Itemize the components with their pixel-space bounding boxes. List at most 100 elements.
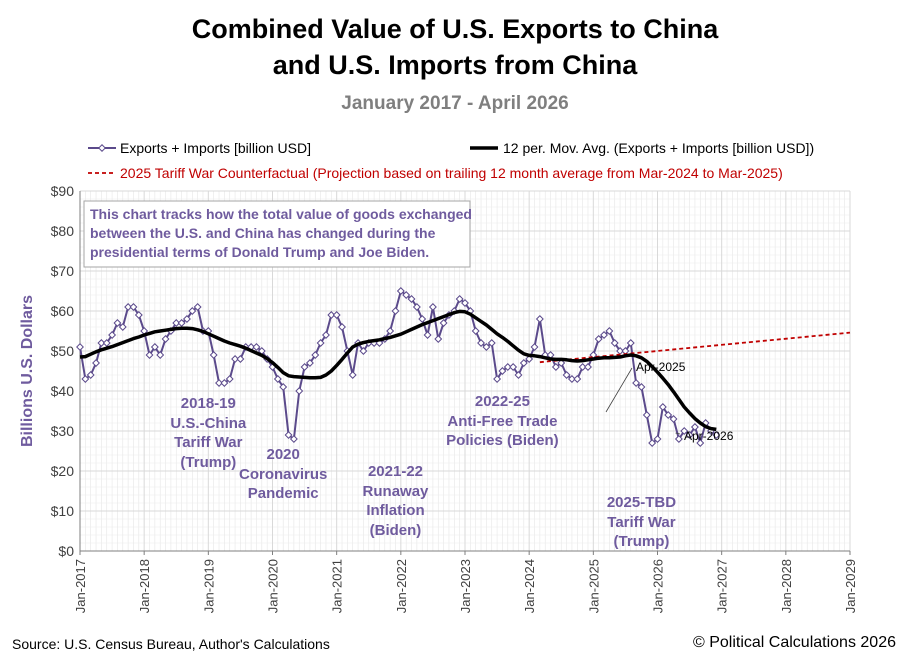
data-point	[610, 339, 619, 347]
x-tick-label: Jan-2024	[522, 559, 537, 613]
y-tick-label: $70	[51, 263, 75, 279]
data-point	[156, 351, 165, 359]
y-tick-label: $40	[51, 383, 75, 399]
data-point	[616, 347, 625, 355]
period-label-line: Pandemic	[248, 485, 319, 502]
data-point	[525, 355, 534, 363]
period-label-line: (Trump)	[614, 533, 670, 550]
data-point	[188, 307, 197, 315]
period-label-line: Inflation	[366, 502, 424, 519]
data-point	[236, 355, 245, 363]
data-point	[327, 311, 336, 319]
x-tick-label: Jan-2028	[779, 559, 794, 613]
y-tick-label: $80	[51, 223, 75, 239]
callout-leader-apr-2026	[675, 432, 681, 435]
period-label-line: 2020	[267, 446, 300, 463]
data-point	[231, 355, 240, 363]
data-point	[396, 287, 405, 295]
data-point	[584, 363, 592, 371]
period-label-line: 2018-19	[181, 395, 236, 412]
data-point	[519, 359, 528, 367]
period-label-line: (Biden)	[370, 522, 422, 539]
chart-title-line2: and U.S. Imports from China	[272, 50, 638, 80]
x-tick-label: Jan-2019	[201, 559, 216, 613]
y-tick-label: $60	[51, 303, 75, 319]
data-point	[391, 307, 400, 315]
data-point	[498, 367, 507, 375]
x-tick-label: Jan-2017	[73, 559, 88, 613]
period-label-line: Coronavirus	[239, 466, 327, 483]
data-point	[311, 351, 320, 359]
chart-subtitle: January 2017 - April 2026	[341, 93, 569, 114]
data-point	[605, 327, 614, 335]
data-point	[273, 375, 282, 383]
data-point	[632, 379, 641, 387]
info-box-frame	[83, 200, 471, 268]
x-tick-label: Jan-2027	[715, 559, 730, 613]
legend-marker	[98, 144, 106, 152]
info-box-line: between the U.S. and China has changed d…	[90, 225, 436, 241]
data-point	[172, 319, 181, 327]
callout-label-apr-2025: Apr-2025	[636, 360, 686, 374]
data-point	[300, 363, 309, 371]
data-point	[690, 423, 699, 431]
data-point	[551, 363, 560, 371]
data-point	[161, 335, 170, 343]
data-point	[338, 323, 346, 331]
series-moving-average-line	[79, 309, 717, 432]
data-point	[279, 383, 288, 391]
y-tick-label: $0	[58, 543, 74, 559]
data-point	[439, 319, 448, 327]
data-point	[546, 351, 555, 359]
data-point	[658, 403, 667, 411]
data-point	[145, 351, 154, 359]
callout-leader-apr-2025	[605, 367, 633, 413]
data-point	[578, 363, 587, 371]
callout-label-apr-2026: Apr-2026	[684, 429, 734, 443]
data-point	[562, 371, 571, 379]
data-point	[626, 339, 635, 347]
data-point	[182, 315, 191, 323]
x-tick-label: Jan-2018	[137, 559, 152, 613]
period-label-line: U.S.-China	[170, 415, 246, 432]
data-point	[305, 359, 314, 367]
data-point	[423, 331, 432, 339]
data-point	[316, 339, 325, 347]
data-point	[359, 347, 368, 355]
data-point	[289, 435, 298, 443]
x-tick-label: Jan-2020	[266, 559, 281, 613]
data-point	[257, 347, 266, 355]
period-label-line: 2025-TBD	[607, 494, 676, 511]
data-point	[97, 339, 106, 347]
x-tick-label: Jan-2022	[394, 559, 409, 613]
data-point	[653, 435, 662, 443]
period-label-line: (Trump)	[180, 454, 236, 471]
data-point	[118, 323, 127, 331]
info-box-line: This chart tracks how the total value of…	[90, 206, 472, 222]
data-point	[642, 411, 651, 419]
period-label-line: Policies (Biden)	[446, 432, 559, 449]
data-point	[664, 411, 673, 419]
data-point	[471, 327, 480, 335]
period-label-line: Runaway	[363, 483, 430, 500]
legend-label-moving-average: 12 per. Mov. Avg. (Exports + Imports [bi…	[503, 140, 814, 156]
data-point	[674, 435, 683, 443]
data-point	[108, 331, 117, 339]
data-point	[102, 339, 111, 347]
data-point	[514, 371, 523, 379]
data-point	[92, 359, 101, 367]
legend-label-exports-imports: Exports + Imports [billion USD]	[120, 140, 311, 156]
data-point	[503, 363, 512, 371]
data-point	[567, 375, 576, 383]
data-point	[509, 363, 518, 371]
data-point	[124, 303, 133, 311]
data-point	[412, 303, 421, 311]
data-point	[150, 343, 159, 351]
data-point	[332, 311, 341, 319]
data-point	[648, 439, 657, 447]
period-label: 2025-TBD Tariff War (Trump)	[607, 494, 676, 550]
data-point	[434, 335, 443, 343]
data-point	[482, 343, 491, 351]
period-label-line: 2021-22	[368, 463, 423, 480]
